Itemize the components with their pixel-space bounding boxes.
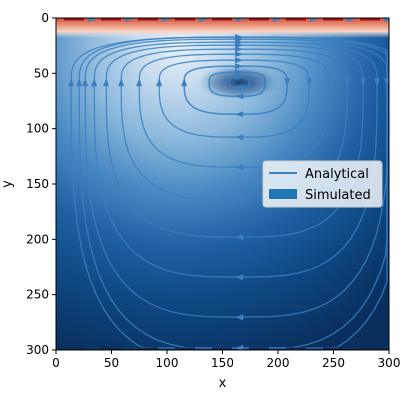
lid-arrow bbox=[199, 18, 207, 22]
streamline-arrow bbox=[235, 234, 244, 241]
streamline-arrow bbox=[235, 197, 244, 204]
streamline-arrow bbox=[235, 51, 244, 58]
streamline-arrow bbox=[156, 78, 163, 87]
legend-patch-marker bbox=[269, 189, 297, 199]
streamline-arrow bbox=[235, 34, 244, 41]
streamline-arrow bbox=[235, 314, 244, 321]
streamline-arrow bbox=[235, 93, 244, 100]
streamline bbox=[228, 76, 250, 88]
x-tick-label: 100 bbox=[156, 356, 179, 370]
lid-velocity-markers bbox=[64, 18, 389, 350]
lid-arrow bbox=[347, 18, 355, 22]
streamline-arrow bbox=[235, 84, 244, 91]
streamline-arrow bbox=[235, 164, 244, 171]
streamline-arrow bbox=[136, 78, 143, 87]
streamline-arrow bbox=[235, 134, 244, 141]
streamline-arrow bbox=[344, 78, 351, 87]
legend-label: Analytical bbox=[305, 167, 369, 182]
streamline-arrow bbox=[360, 78, 367, 87]
x-tick-label: 200 bbox=[267, 356, 290, 370]
x-tick-label: 50 bbox=[104, 356, 119, 370]
streamline-arrow bbox=[235, 345, 244, 350]
streamline-arrow bbox=[103, 78, 110, 87]
streamline-arrow bbox=[326, 78, 333, 87]
x-axis: 0 50 100 150 200 250 300 bbox=[52, 350, 400, 370]
legend: Analytical Simulated bbox=[262, 160, 383, 208]
y-tick-label: 300 bbox=[26, 343, 49, 357]
x-tick-label: 250 bbox=[322, 356, 345, 370]
lid-arrow bbox=[162, 18, 170, 22]
y-tick-label: 100 bbox=[26, 122, 49, 136]
lid-arrow bbox=[384, 18, 389, 22]
lid-arrow bbox=[88, 18, 96, 22]
streamline-arrow bbox=[235, 274, 244, 281]
lid-high-speed-band bbox=[56, 18, 389, 38]
streamline-arrow bbox=[235, 46, 244, 53]
streamline-arrow bbox=[284, 78, 291, 87]
streamline-arrow bbox=[68, 78, 75, 87]
x-axis-label: x bbox=[219, 376, 227, 391]
legend-label: Simulated bbox=[305, 188, 371, 203]
lid-arrow bbox=[310, 18, 318, 22]
y-tick-label: 0 bbox=[41, 11, 49, 25]
lid-arrow bbox=[273, 18, 281, 22]
streamline-arrow bbox=[118, 78, 125, 87]
y-axis: 0 50 100 150 200 250 300 bbox=[26, 11, 56, 357]
y-tick-label: 250 bbox=[26, 288, 49, 302]
x-tick-label: 0 bbox=[52, 356, 60, 370]
y-tick-label: 200 bbox=[26, 232, 49, 246]
lid-arrow bbox=[236, 18, 244, 22]
streamline-arrow bbox=[235, 111, 244, 118]
streamlines bbox=[68, 34, 389, 350]
streamline-arrow bbox=[235, 69, 244, 76]
streamline-arrow bbox=[76, 78, 83, 87]
y-tick-label: 50 bbox=[34, 66, 49, 80]
streamline-arrow bbox=[235, 57, 244, 64]
streamline-arrow bbox=[181, 78, 188, 87]
y-tick-label: 150 bbox=[26, 177, 49, 191]
streamline-arrow bbox=[82, 78, 89, 87]
lid-arrow bbox=[125, 18, 133, 22]
streamline-arrow bbox=[235, 74, 244, 81]
streamline-arrow bbox=[235, 63, 244, 70]
x-tick-label: 300 bbox=[378, 356, 401, 370]
streamline bbox=[208, 71, 266, 97]
streamline-arrow bbox=[91, 78, 98, 87]
y-axis-label: y bbox=[0, 180, 15, 188]
streamline-arrow bbox=[374, 78, 381, 87]
streamline-arrow bbox=[306, 78, 313, 87]
x-tick-label: 150 bbox=[211, 356, 234, 370]
